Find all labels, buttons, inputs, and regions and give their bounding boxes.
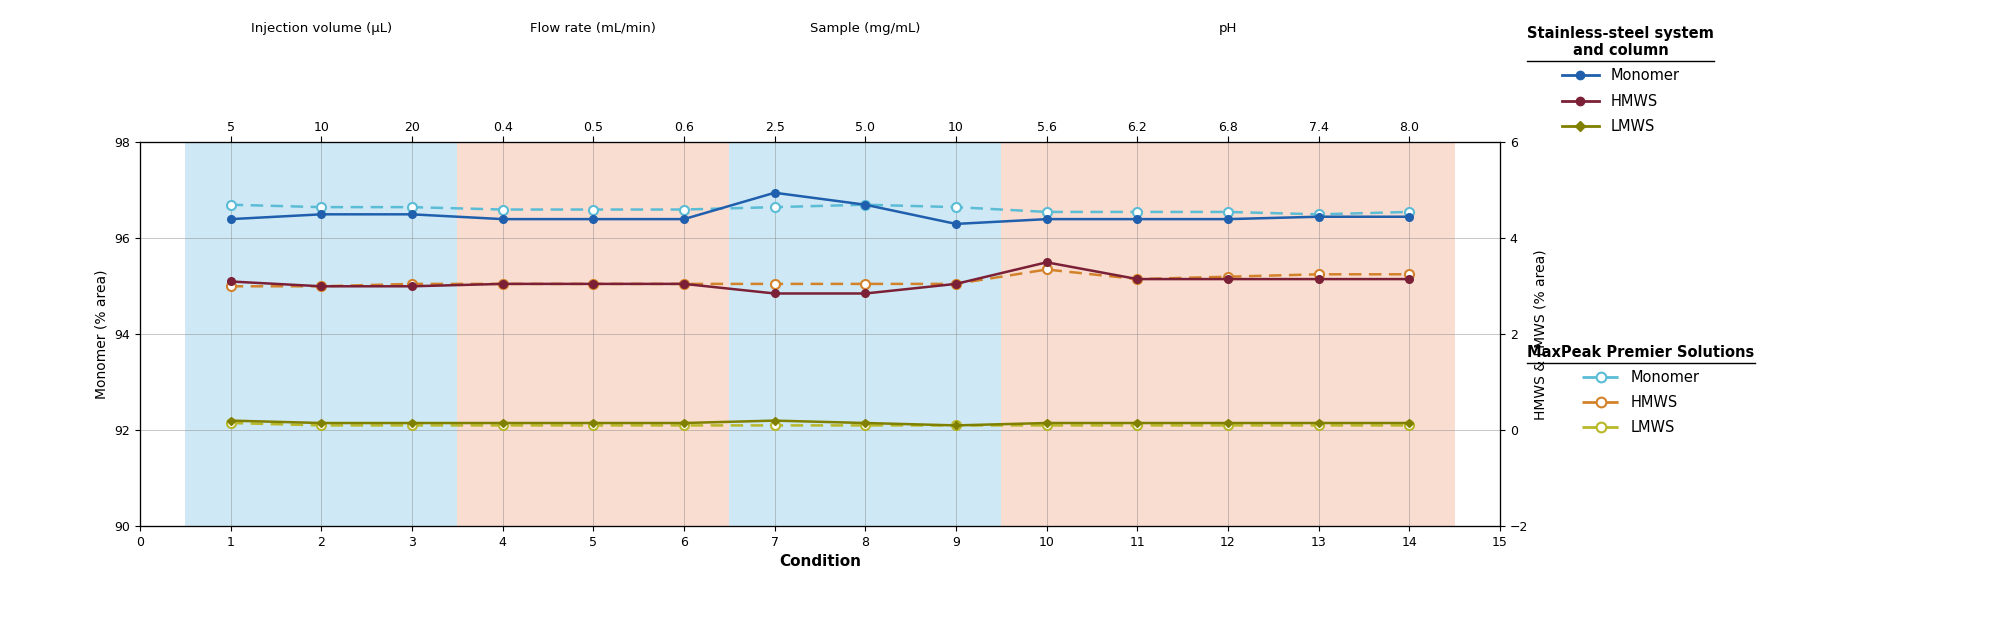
Bar [458,142,730,526]
X-axis label: Condition: Condition [780,555,860,569]
Bar [1002,142,1454,526]
Y-axis label: HMWS & LMWS (% area): HMWS & LMWS (% area) [1534,249,1548,420]
Bar [730,142,1002,526]
Text: Injection volume (μL): Injection volume (μL) [250,22,392,35]
Legend: Monomer, HMWS, LMWS: Monomer, HMWS, LMWS [1528,345,1754,435]
Text: pH: pH [1218,22,1238,35]
Bar [186,142,458,526]
Y-axis label: Monomer (% area): Monomer (% area) [94,269,108,399]
Text: Sample (mg/mL): Sample (mg/mL) [810,22,920,35]
Text: Flow rate (mL/min): Flow rate (mL/min) [530,22,656,35]
